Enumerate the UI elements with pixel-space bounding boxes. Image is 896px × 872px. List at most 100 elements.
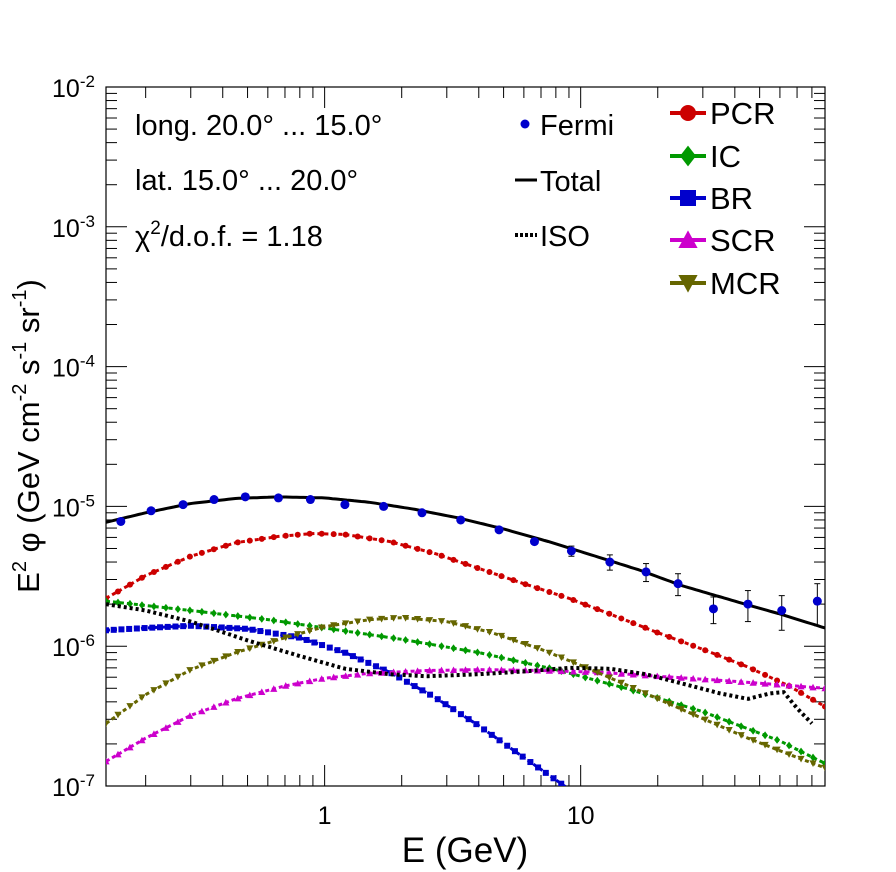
series-marker-scr xyxy=(234,694,242,702)
series-marker-mcr xyxy=(378,615,386,623)
series-marker-ic xyxy=(534,661,541,670)
series-marker-pcr xyxy=(258,535,265,542)
series-marker-br xyxy=(164,623,171,630)
series-marker-mcr xyxy=(605,674,613,682)
series-marker-pcr xyxy=(702,647,709,654)
fermi-marker xyxy=(641,567,651,577)
series-marker-scr xyxy=(749,679,757,686)
y-tick-label: 10-6 xyxy=(52,631,95,662)
series-marker-br xyxy=(411,683,418,690)
series-marker-mcr xyxy=(809,760,817,767)
series-marker-pcr xyxy=(822,703,825,710)
series-marker-scr xyxy=(581,668,589,675)
fermi-marker xyxy=(417,508,427,518)
series-marker-pcr xyxy=(198,549,205,556)
series-marker-ic xyxy=(330,625,337,634)
series-marker-ic xyxy=(606,679,613,688)
series-marker-ic xyxy=(186,606,193,615)
series-layer xyxy=(106,495,825,786)
series-marker-pcr xyxy=(750,666,757,673)
series-marker-mcr xyxy=(773,746,781,754)
series-marker-ic xyxy=(750,726,757,735)
series-marker-scr xyxy=(677,674,685,681)
series-marker-ic xyxy=(402,636,409,644)
series-marker-mcr xyxy=(174,673,182,681)
series-marker-mcr xyxy=(150,687,158,694)
fermi-marker xyxy=(743,599,753,609)
series-marker-scr xyxy=(785,681,793,689)
series-marker-pcr xyxy=(486,569,493,576)
series-marker-br xyxy=(319,642,326,649)
series-marker-pcr xyxy=(570,597,577,604)
series-pcr xyxy=(106,530,825,710)
series-marker-mcr xyxy=(557,654,565,662)
series-marker-mcr xyxy=(138,694,146,701)
series-marker-mcr xyxy=(306,627,314,635)
fermi-point xyxy=(673,573,683,597)
series-marker-mcr xyxy=(725,726,733,734)
series-marker-br xyxy=(481,726,488,733)
series-marker-pcr xyxy=(354,533,361,540)
fermi-point xyxy=(417,508,427,518)
series-marker-mcr xyxy=(485,629,494,636)
chi2-annotation: χ2/d.o.f. = 1.18 xyxy=(135,218,323,253)
fermi-marker xyxy=(812,596,822,606)
legend-left: Fermi Total ISO xyxy=(515,110,614,253)
series-marker-scr xyxy=(186,712,194,719)
series-marker-scr xyxy=(270,685,278,692)
series-marker-pcr xyxy=(714,651,721,658)
y-axis-title: E2 φ (GeV cm-2 s-1 sr-1) xyxy=(9,279,46,593)
series-marker-br xyxy=(106,627,109,634)
series-marker-scr xyxy=(689,674,697,682)
series-marker-scr xyxy=(449,666,458,674)
series-marker-br xyxy=(473,721,480,728)
series-marker-scr xyxy=(106,757,110,765)
series-marker-mcr xyxy=(401,615,410,622)
series-marker-ic xyxy=(414,638,421,646)
series-marker-pcr xyxy=(762,671,769,678)
series-marker-br xyxy=(141,625,148,632)
series-marker-mcr xyxy=(234,648,242,656)
fermi-point xyxy=(641,563,651,583)
legend-right: PCR IC BR SCR MCR xyxy=(670,96,781,301)
series-marker-mcr xyxy=(294,631,302,638)
fermi-point xyxy=(777,595,787,631)
series-marker-pcr xyxy=(810,696,817,703)
series-line-mcr xyxy=(106,616,825,770)
y-tick-label: 10-5 xyxy=(52,491,95,522)
series-marker-ic xyxy=(522,658,529,667)
series-marker-br xyxy=(496,737,503,744)
series-marker-ic xyxy=(426,640,433,649)
series-marker-scr xyxy=(605,669,613,676)
fermi-point xyxy=(305,495,315,505)
chi-superscript: 2 xyxy=(150,218,161,239)
series-marker-mcr xyxy=(545,649,553,657)
series-marker-mcr xyxy=(749,737,757,744)
fermi-marker xyxy=(178,500,188,510)
series-marker-mcr xyxy=(366,616,374,624)
series-marker-br xyxy=(511,748,518,755)
series-marker-scr xyxy=(617,670,625,677)
series-marker-pcr xyxy=(414,545,421,552)
series-marker-mcr xyxy=(449,620,458,627)
series-marker-br xyxy=(195,623,202,630)
series-marker-ic xyxy=(366,630,373,639)
series-marker-mcr xyxy=(126,703,134,710)
series-marker-ic xyxy=(126,599,133,608)
series-marker-mcr xyxy=(390,615,398,622)
series-marker-pcr xyxy=(690,642,697,649)
series-marker-br xyxy=(326,644,333,651)
series-marker-pcr xyxy=(726,656,733,663)
series-marker-br xyxy=(110,626,117,633)
series-marker-scr xyxy=(198,707,206,715)
series-marker-pcr xyxy=(618,615,625,622)
series-marker-mcr xyxy=(330,622,338,629)
series-marker-pcr xyxy=(126,581,133,588)
fermi-marker xyxy=(146,506,156,516)
series-marker-mcr xyxy=(821,764,825,772)
series-marker-ic xyxy=(474,648,481,657)
series-marker-ic xyxy=(462,646,469,655)
series-marker-br xyxy=(241,625,248,632)
series-marker-scr xyxy=(725,677,733,685)
chi-symbol: χ xyxy=(135,221,150,253)
